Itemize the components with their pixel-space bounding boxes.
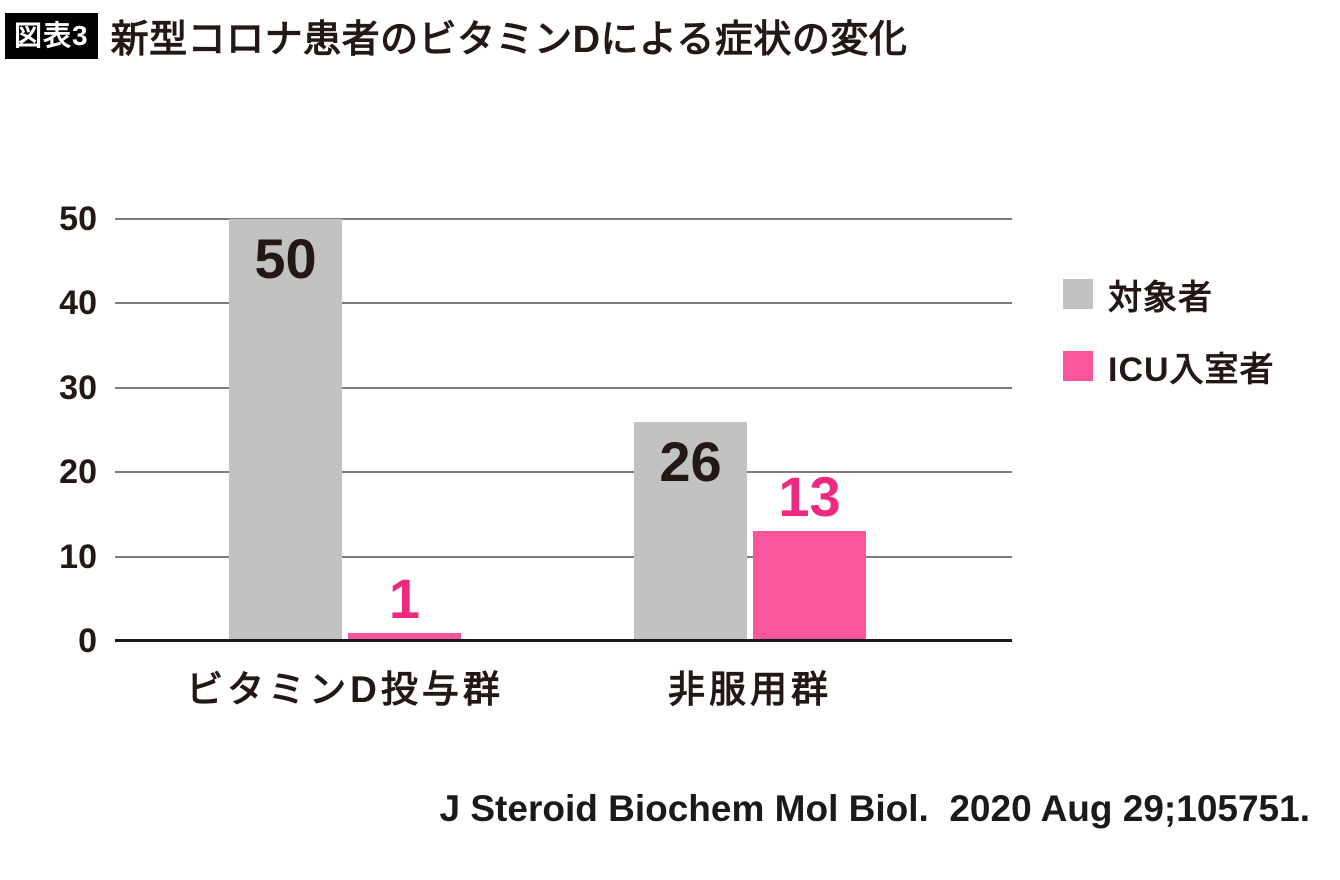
y-tick-label-40: 40 — [59, 284, 97, 323]
gridline-40 — [115, 302, 1012, 305]
legend-swatch-icon — [1063, 279, 1093, 309]
bar-icu-group2 — [753, 531, 866, 641]
y-tick-label-10: 10 — [59, 537, 97, 576]
legend-item-subjects: 対象者 — [1063, 278, 1275, 317]
figure-title: 新型コロナ患者のビタミンDによる症状の変化 — [110, 19, 908, 61]
bar-icu-group1 — [348, 632, 461, 641]
x-category-label-group2: 非服用群 — [668, 669, 832, 710]
bar-subjects-group1 — [229, 219, 342, 641]
value-label-icu-group2: 13 — [778, 465, 841, 529]
legend-swatch-icon — [1063, 351, 1093, 381]
value-label-icu-group1: 1 — [388, 566, 421, 630]
chart-legend: 対象者 ICU入室者 — [1063, 278, 1275, 422]
bar-subjects-group2 — [634, 421, 747, 641]
y-tick-label-50: 50 — [59, 200, 97, 238]
figure-number-badge: 図表3 — [5, 12, 98, 59]
gridline-50 — [115, 218, 1012, 220]
y-tick-label-30: 30 — [59, 368, 97, 407]
y-tick-label-0: 0 — [78, 622, 97, 660]
gridline-20 — [115, 471, 1012, 474]
gridline-30 — [115, 386, 1012, 389]
plot-area: 0 10 20 30 40 50 50 1 ビタミンD投与群 26 13 非服用群 — [59, 200, 1012, 710]
legend-label: ICU入室者 — [1108, 350, 1275, 389]
legend-label: 対象者 — [1108, 278, 1213, 317]
value-label-subjects-group2: 26 — [659, 429, 722, 493]
source-citation: J Steroid Biochem Mol Biol. 2020 Aug 29;… — [439, 788, 1310, 829]
x-category-label-group1: ビタミンD投与群 — [186, 669, 504, 710]
value-label-subjects-group1: 50 — [254, 227, 317, 290]
figure-header: 図表3 新型コロナ患者のビタミンDによる症状の変化 — [5, 8, 907, 63]
x-axis-line — [115, 639, 1012, 642]
y-tick-label-20: 20 — [59, 453, 97, 492]
legend-item-icu: ICU入室者 — [1063, 350, 1275, 389]
gridline-10 — [115, 555, 1012, 558]
